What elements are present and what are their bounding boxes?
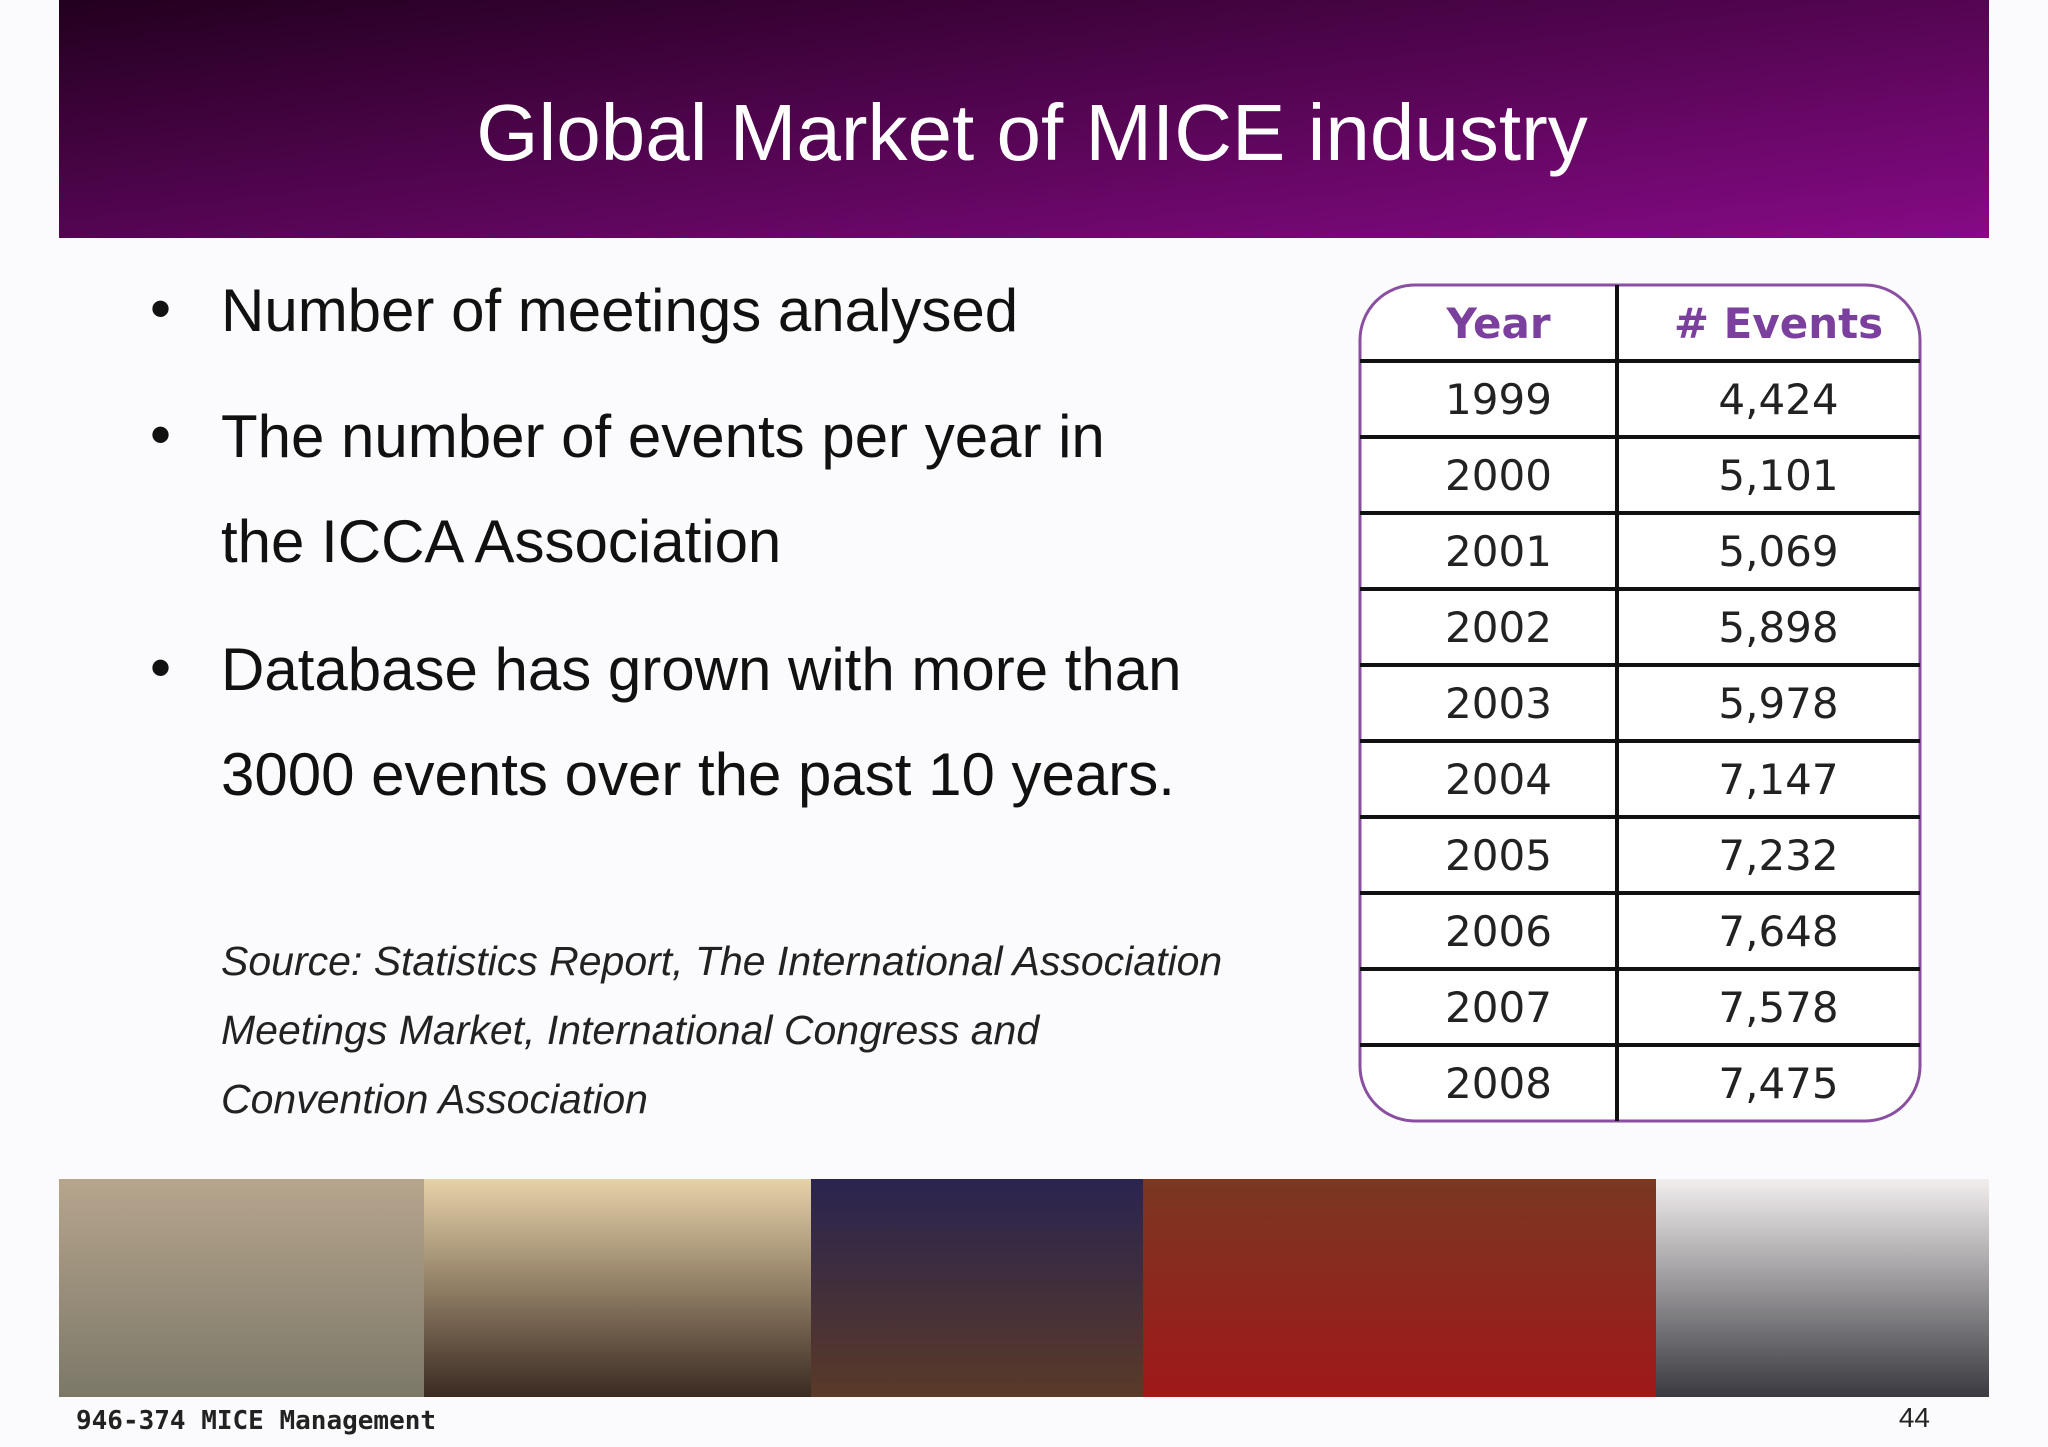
table-cell: 2007 [1445, 983, 1552, 1032]
table-cell: 2001 [1445, 527, 1552, 576]
source-line: Convention Association [221, 1076, 648, 1122]
table-cell: 5,069 [1718, 527, 1838, 576]
table-frame [1358, 283, 1922, 1123]
bullet-dot: • [150, 275, 171, 342]
table-header: Year [1445, 299, 1550, 348]
bullet-text: Number of meetings analysed [221, 277, 1018, 344]
bullet-text: the ICCA Association [221, 508, 781, 575]
bullet-text: 3000 events over the past 10 years. [221, 741, 1175, 808]
table-cell: 7,648 [1718, 907, 1838, 956]
bullet-dot: • [150, 401, 171, 468]
photo [1143, 1179, 1656, 1397]
bullet-dot: • [150, 634, 171, 701]
events-table: Year # Events 1999 4,424 2000 5,101 2001 5,069 2… [1358, 283, 1922, 1123]
table-cell: 2008 [1445, 1059, 1552, 1108]
page-number: 44 [1899, 1402, 1930, 1433]
table-cell: 7,147 [1718, 755, 1838, 804]
table-cell: 2004 [1445, 755, 1552, 804]
source-line: Source: Statistics Report, The Internati… [221, 938, 1222, 984]
table-cell: 5,978 [1718, 679, 1838, 728]
header-band [59, 0, 1989, 238]
bullet-text: Database has grown with more than [221, 636, 1182, 703]
bullets: • Number of meetings analysed • The numb… [150, 275, 1182, 808]
table-cell: 5,898 [1718, 603, 1838, 652]
photo [424, 1179, 811, 1397]
photo-strip [59, 1179, 1989, 1397]
table-cell: 1999 [1445, 375, 1552, 424]
title: Global Market of MICE industry [476, 88, 1587, 177]
photo [811, 1179, 1143, 1397]
table-cell: 2005 [1445, 831, 1552, 880]
table-cell: 2002 [1445, 603, 1552, 652]
table-cell: 7,578 [1718, 983, 1838, 1032]
source: Source: Statistics Report, The Internati… [221, 938, 1222, 1122]
photo [1656, 1179, 1989, 1397]
table-cell: 5,101 [1718, 451, 1838, 500]
table-cell: 2000 [1445, 451, 1552, 500]
footer-course: 946-374 MICE Management [76, 1406, 436, 1436]
bullet-text: The number of events per year in [221, 403, 1105, 470]
table-cell: 7,475 [1718, 1059, 1838, 1108]
table-cell: 2006 [1445, 907, 1552, 956]
source-line: Meetings Market, International Congress … [221, 1007, 1040, 1053]
table-header: # Events [1674, 299, 1883, 348]
photo [59, 1179, 424, 1397]
table-cell: 7,232 [1718, 831, 1838, 880]
table-cell: 2003 [1445, 679, 1552, 728]
table-cell: 4,424 [1718, 375, 1838, 424]
